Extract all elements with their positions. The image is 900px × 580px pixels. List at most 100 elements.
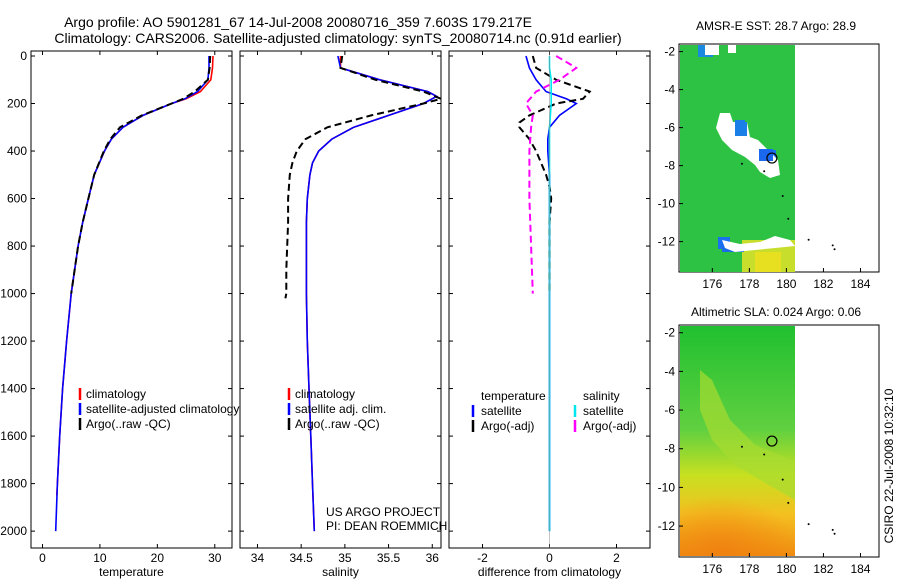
island-dot [781, 478, 784, 481]
x-tick-label: -2 [477, 551, 488, 565]
title-line-2: Climatology: CARS2006. Satellite-adjuste… [54, 30, 621, 46]
y-tick-label: 200 [7, 97, 27, 111]
y-tick-label: -10 [658, 480, 676, 494]
y-tick-label: 1600 [0, 429, 27, 443]
x-tick-label: 20 [151, 551, 165, 565]
salinity-panel: 34 34.5 35 35.5 36 salinity climatologysatelli… [239, 50, 445, 579]
x-tick-label: 184 [850, 277, 870, 291]
sla-map-title: Altimetric SLA: 0.024 Argo: 0.06 [691, 305, 861, 319]
y-tick-label: -10 [658, 197, 676, 211]
credit-line-2: PI: DEAN ROEMMICH [326, 519, 447, 533]
island-dot [781, 195, 784, 197]
legend-label: Argo(-adj) [583, 419, 636, 433]
y-tick-label: 1800 [0, 477, 27, 491]
x-tick-label: 34 [251, 551, 265, 565]
y-tick-label: -2 [664, 45, 675, 59]
sst-cool-cell [759, 149, 773, 161]
sla-warm-core [680, 470, 795, 556]
y-tick-label: -12 [658, 519, 676, 533]
x-tick-label: 180 [776, 562, 796, 576]
x-tick-label: 35.5 [377, 551, 401, 565]
sst-map-title: AMSR-E SST: 28.7 Argo: 28.9 [696, 19, 856, 33]
y-tick-label: 800 [7, 239, 27, 253]
y-tick-label: -4 [664, 83, 675, 97]
x-tick-label: 182 [813, 277, 833, 291]
x-tick-label: 178 [739, 562, 759, 576]
y-tick-label: -6 [664, 121, 675, 135]
x-tick-label: 10 [93, 551, 107, 565]
sst-argo-marker [766, 152, 778, 164]
island-dot [831, 244, 834, 247]
y-tick-label: 600 [7, 192, 27, 206]
island-dot [833, 248, 836, 251]
island-dot [763, 453, 766, 456]
y-tick-label: 1000 [0, 287, 27, 301]
x-tick-label: 36 [426, 551, 440, 565]
series-line [518, 55, 592, 294]
legend-label: Argo(..raw -QC) [86, 417, 171, 431]
series-line [284, 55, 445, 299]
legend-label: Argo(-adj) [481, 419, 534, 433]
x-tick-label: 35 [338, 551, 352, 565]
title-line-1: Argo profile: AO 5901281_67 14-Jul-2008 … [64, 14, 532, 30]
y-tick-label: -4 [664, 364, 675, 378]
y-tick-label: 400 [7, 144, 27, 158]
temperature-xlabel: temperature [99, 565, 164, 579]
y-tick-label: -2 [664, 326, 675, 340]
x-tick-label: 184 [850, 562, 870, 576]
series-line [70, 55, 212, 294]
x-tick-label: 182 [813, 562, 833, 576]
sst-map-panel: AMSR-E SST: 28.7 Argo: 28.9 176 178 180 182… [658, 19, 880, 291]
legend-label: satellite-adjusted climatology [86, 402, 239, 416]
temperature-panel: 0 200 400 600 800 1000 1200 1400 1600 1800 2000 0 10… [0, 49, 239, 579]
island-dot [787, 217, 790, 220]
island-dot [740, 162, 743, 165]
x-tick-label: 30 [208, 551, 222, 565]
island-dot [763, 170, 766, 173]
legend-label: satellite adj. clim. [295, 402, 386, 416]
legend-label: climatology [86, 387, 146, 401]
y-tick-label: -8 [664, 442, 675, 456]
y-tick-label: 0 [20, 49, 27, 63]
x-tick-label: 0 [546, 551, 553, 565]
temperature-frame [30, 50, 233, 549]
sla-map-panel: Altimetric SLA: 0.024 Argo: 0.06 176 178 1… [658, 305, 880, 576]
legend-label: climatology [295, 387, 355, 401]
island-dot [787, 501, 790, 504]
sla-ridge [700, 370, 795, 500]
legend-label: Argo(..raw -QC) [295, 417, 380, 431]
legend-label: satellite [583, 404, 624, 418]
y-tick-label: -8 [664, 159, 675, 173]
sst-missing-data [728, 45, 736, 53]
x-tick-label: 2 [613, 551, 620, 565]
salinity-frame [239, 50, 442, 549]
salinity-xlabel: salinity [322, 565, 359, 579]
side-stamp: CSIRO 22-Jul-2008 10:32:10 [882, 388, 896, 543]
difference-xlabel: difference from climatology [478, 565, 621, 579]
x-tick-label: 176 [702, 277, 722, 291]
island-dot [740, 445, 743, 448]
legend-title: salinity [583, 389, 620, 403]
credit-line-1: US ARGO PROJECT [326, 505, 441, 519]
island-dot [833, 532, 836, 535]
y-tick-label: -6 [664, 403, 675, 417]
sla-argo-marker [766, 435, 778, 447]
sst-missing-data [722, 236, 795, 252]
sst-missing-data [716, 113, 780, 178]
y-tick-label: 1400 [0, 382, 27, 396]
legend-title: temperature [481, 389, 546, 403]
x-tick-label: 176 [702, 562, 722, 576]
island-dot [807, 523, 810, 526]
series-line [524, 55, 579, 294]
x-tick-label: 34.5 [289, 551, 313, 565]
series-line [305, 55, 439, 532]
sst-cool-cell [735, 122, 747, 136]
y-tick-label: 1200 [0, 334, 27, 348]
island-dot [807, 238, 810, 241]
x-tick-label: 0 [39, 551, 46, 565]
sst-missing-data [705, 45, 719, 55]
legend-label: satellite [481, 404, 522, 418]
island-dot [831, 528, 834, 531]
